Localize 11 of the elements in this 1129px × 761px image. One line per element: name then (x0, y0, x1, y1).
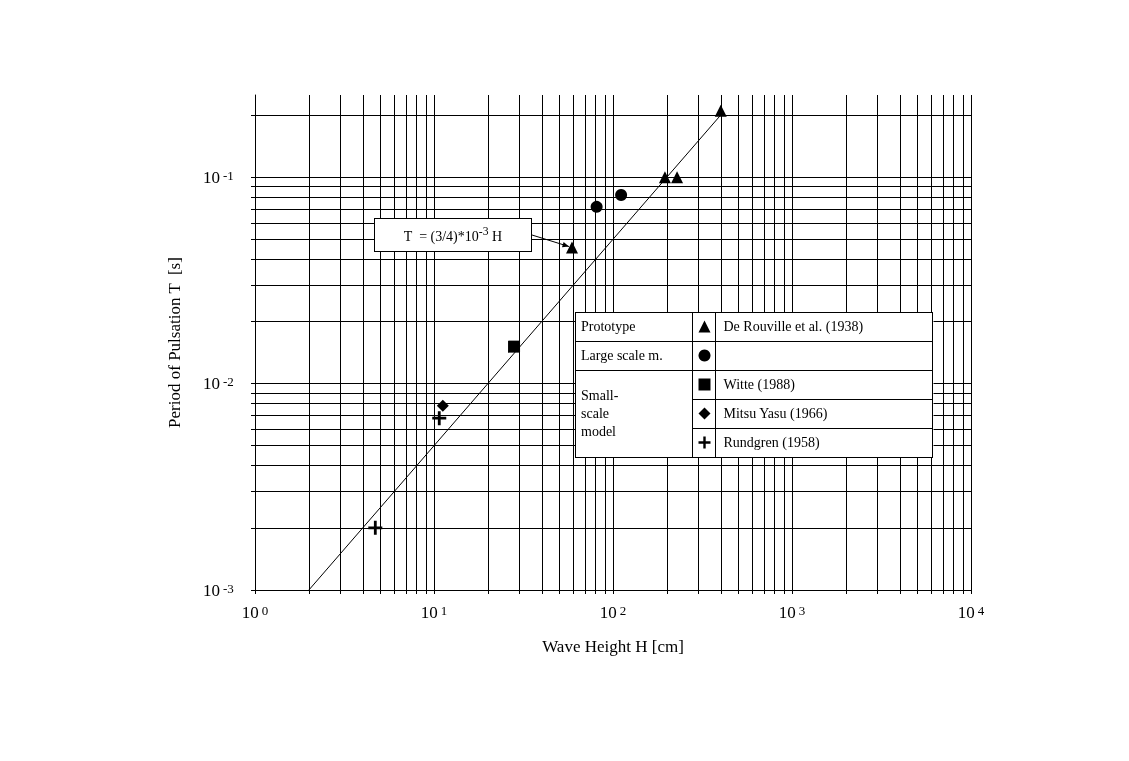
annotation: Large scale m. (575, 341, 693, 371)
legend-label: De Rouville et al. (1938) (723, 319, 864, 335)
legend-label: Mitsu Yasu (1966) (723, 406, 828, 422)
x-axis-title: Wave Height H [cm] (542, 637, 684, 656)
annotation: Prototype (575, 312, 693, 342)
y-axis-title: Period of Pulsation T [s] (165, 257, 184, 428)
legend-label: Witte (1988) (723, 377, 796, 393)
annotation: T = (3/4)*10$^{-3}$ H (403, 225, 503, 245)
callout-box: T = (3/4)*10$^{-3}$ H (374, 218, 532, 252)
annotation: Small-scale model (581, 387, 620, 441)
legend-label: Rundgren (1958) (723, 435, 820, 451)
